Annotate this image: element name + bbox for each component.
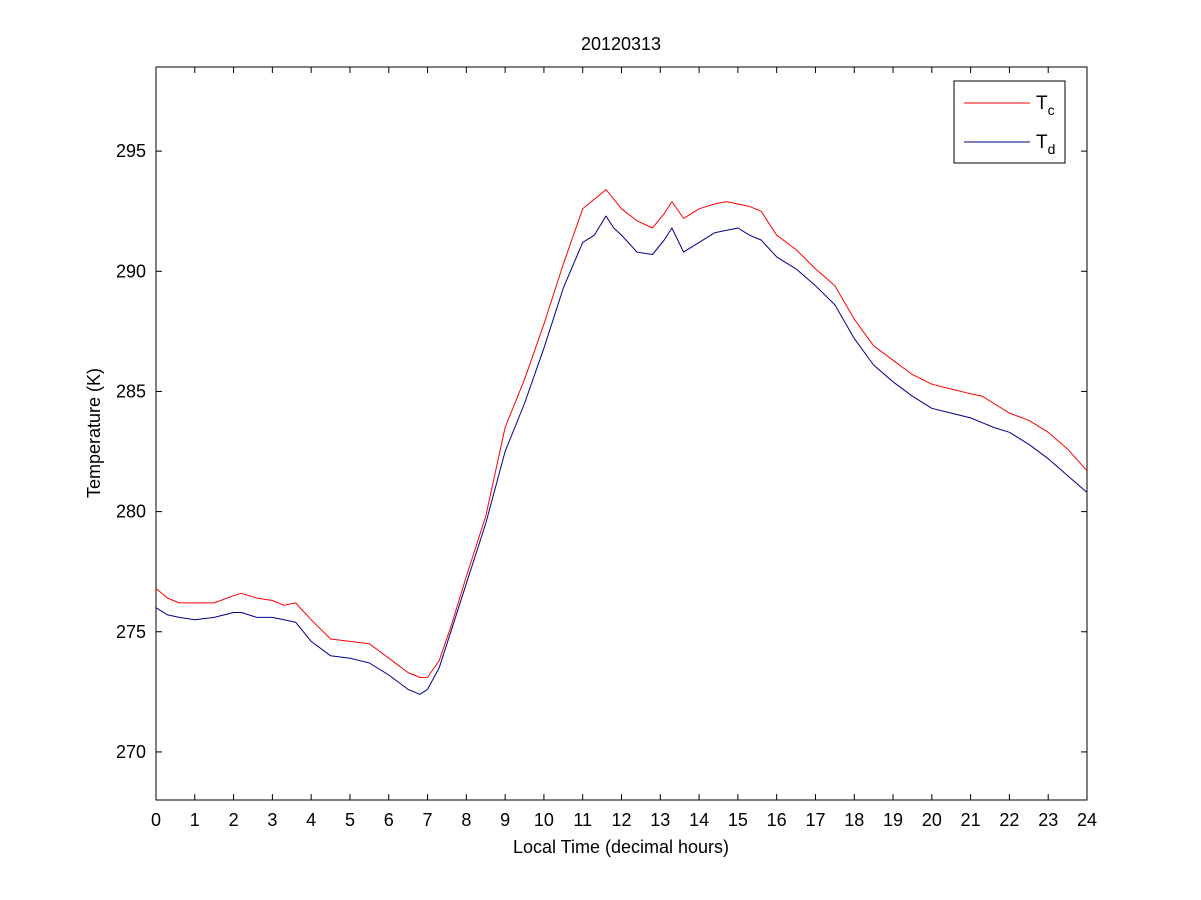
x-tick-label: 19 xyxy=(883,810,903,830)
legend-box xyxy=(953,80,1066,164)
x-tick-label: 0 xyxy=(151,810,161,830)
x-tick-label: 22 xyxy=(999,810,1019,830)
x-axis-label: Local Time (decimal hours) xyxy=(513,837,729,857)
y-tick-label: 275 xyxy=(116,622,146,642)
x-tick-label: 18 xyxy=(844,810,864,830)
legend-label-td-subscript: d xyxy=(1048,141,1056,157)
x-tick-label: 1 xyxy=(190,810,200,830)
series-line-td xyxy=(155,215,1088,695)
series-layer xyxy=(155,189,1088,695)
legend-label-tc: Tc xyxy=(1036,93,1055,118)
x-tick-label: 4 xyxy=(306,810,316,830)
y-tick-label: 295 xyxy=(116,141,146,161)
x-tick-label: 12 xyxy=(611,810,631,830)
x-tick-label: 6 xyxy=(384,810,394,830)
tick-layer: 0 1 2 3 4 5 6 7 8 9 10 11 12 13 14 15 16 17 18 19 20 21 22 23 24… xyxy=(116,67,1097,830)
y-tick-label: 285 xyxy=(116,381,146,401)
x-tick-label: 2 xyxy=(229,810,239,830)
legend-label-td-main: T xyxy=(1036,132,1048,153)
y-tick-label: 270 xyxy=(116,742,146,762)
legend-label-td: Td xyxy=(1036,132,1055,157)
x-tick-label: 20 xyxy=(922,810,942,830)
x-tick-label: 5 xyxy=(345,810,355,830)
x-tick-label: 9 xyxy=(500,810,510,830)
x-tick-label: 21 xyxy=(961,810,981,830)
x-tick-label: 7 xyxy=(423,810,433,830)
x-tick-label: 15 xyxy=(728,810,748,830)
x-tick-label: 23 xyxy=(1038,810,1058,830)
x-tick-label: 8 xyxy=(461,810,471,830)
chart-title: 20120313 xyxy=(581,34,661,54)
x-tick-label: 16 xyxy=(767,810,787,830)
legend: Tc Td xyxy=(953,80,1066,164)
y-tick-label: 280 xyxy=(116,502,146,522)
y-axis-label: Temperature (K) xyxy=(84,368,104,498)
x-tick-label: 24 xyxy=(1077,810,1097,830)
x-tick-label: 10 xyxy=(534,810,554,830)
x-tick-label: 3 xyxy=(267,810,277,830)
axes-box xyxy=(155,66,1088,801)
x-tick-label: 11 xyxy=(573,810,592,830)
x-tick-label: 17 xyxy=(805,810,825,830)
legend-label-tc-main: T xyxy=(1036,93,1048,114)
series-line-tc xyxy=(155,189,1088,678)
x-tick-label: 14 xyxy=(689,810,709,830)
x-tick-label: 13 xyxy=(650,810,670,830)
plot-area: 0 1 2 3 4 5 6 7 8 9 10 11 12 13 14 15 16 17 18 19 20 21 22 23 24… xyxy=(116,66,1097,830)
y-tick-label: 290 xyxy=(116,261,146,281)
legend-label-tc-subscript: c xyxy=(1048,102,1055,118)
